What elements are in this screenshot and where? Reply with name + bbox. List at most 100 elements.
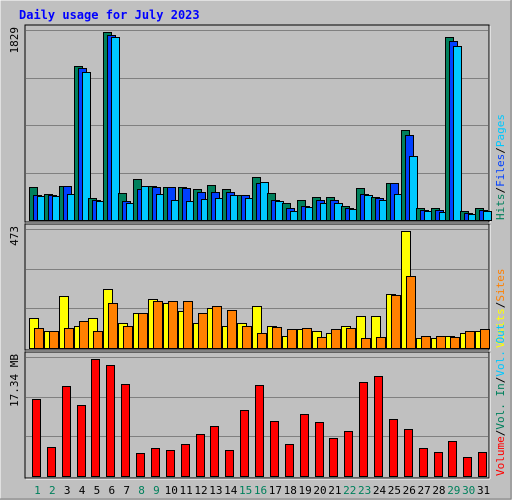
bar-pages-day-29 (453, 46, 462, 221)
bar-volume-day-14 (225, 450, 234, 477)
bar-volume-day-18 (285, 444, 294, 477)
bar-volume-day-13 (210, 426, 219, 477)
bar-sites-day-11 (183, 301, 193, 349)
bar-volume-day-26 (404, 429, 413, 477)
legend-item: Hits (494, 194, 507, 221)
bar-volume-day-4 (77, 405, 86, 477)
x-tick-day-4: 4 (79, 484, 86, 497)
x-tick-day-15: 15 (239, 484, 252, 497)
bar-sites-day-26 (406, 276, 416, 349)
x-tick-day-22: 22 (343, 484, 356, 497)
legend-item: Volume (494, 436, 507, 476)
bar-sites-day-27 (421, 336, 431, 349)
bar-sites-day-1 (34, 328, 44, 349)
x-tick-day-10: 10 (165, 484, 178, 497)
bar-sites-day-18 (287, 329, 297, 349)
bar-volume-day-3 (62, 386, 71, 477)
x-tick-day-19: 19 (298, 484, 311, 497)
bar-pages-day-26 (409, 156, 418, 221)
x-tick-day-8: 8 (138, 484, 145, 497)
bar-volume-day-24 (374, 376, 383, 477)
bar-sites-day-31 (480, 329, 490, 349)
x-tick-day-5: 5 (94, 484, 101, 497)
bar-sites-day-12 (198, 313, 208, 349)
bar-volume-day-8 (136, 453, 145, 477)
legend-item: / (494, 187, 507, 194)
bar-volume-day-25 (389, 419, 398, 477)
bar-volume-day-15 (240, 410, 249, 477)
bar-sites-day-25 (391, 295, 401, 349)
bar-sites-day-4 (79, 321, 89, 349)
bar-sites-day-13 (212, 306, 222, 349)
legend-item: / (494, 147, 507, 154)
x-tick-day-11: 11 (180, 484, 193, 497)
day-labels: 1 2 3 4 5 6 7 8 9 10 11 12 13 14 15 16 17 18 19 20 21 22 23 24 2… (34, 484, 490, 497)
legend-middle: Visits/Sites (494, 269, 507, 349)
bar-sites-day-7 (123, 326, 133, 349)
x-tick-day-13: 13 (209, 484, 222, 497)
bar-volume-day-12 (196, 434, 205, 477)
panel-middle: 473 Visits/Sites (8, 223, 507, 352)
bar-volume-day-17 (270, 421, 279, 477)
bar-volume-day-30 (463, 457, 472, 477)
x-tick-day-2: 2 (49, 484, 56, 497)
x-tick-day-3: 3 (64, 484, 71, 497)
bar-sites-day-24 (376, 337, 386, 349)
bar-volume-day-23 (359, 382, 368, 477)
legend-item: Sites (494, 269, 507, 302)
x-tick-day-24: 24 (373, 484, 387, 497)
x-tick-day-29: 29 (447, 484, 460, 497)
bar-sites-day-15 (242, 326, 252, 349)
bar-volume-day-11 (181, 444, 190, 477)
bar-volume-day-22 (344, 431, 353, 477)
x-tick-day-21: 21 (328, 484, 341, 497)
x-tick-day-27: 27 (417, 484, 430, 497)
legend-bottom: Volume/Vol. In/Vol. Out (494, 324, 507, 476)
bar-sites-day-19 (302, 328, 312, 349)
bar-sites-day-3 (64, 328, 74, 349)
bar-volume-day-27 (419, 448, 428, 477)
bar-volume-day-16 (255, 385, 264, 477)
legend-item: / (494, 302, 507, 309)
bar-pages-day-4 (82, 72, 91, 221)
chart-panels: 1829Hits/Files/Pages473Visits/Sites17.34… (8, 24, 507, 480)
bar-sites-day-2 (49, 331, 59, 349)
panel-frame (24, 351, 490, 479)
bar-volume-day-31 (478, 452, 487, 477)
bar-pages-day-31 (483, 211, 492, 221)
x-tick-day-26: 26 (403, 484, 416, 497)
legend-item: Vol. Out (494, 324, 507, 377)
x-tick-day-12: 12 (194, 484, 207, 497)
legend-item: Files (494, 154, 507, 187)
bar-sites-day-16 (257, 333, 267, 349)
legend-item: / (494, 377, 507, 384)
bar-sites-day-28 (436, 336, 446, 349)
bar-volume-day-7 (121, 384, 130, 477)
y-max-label: 473 (8, 226, 21, 246)
bar-volume-day-20 (315, 422, 324, 477)
bar-sites-day-6 (108, 303, 118, 349)
bar-volume-day-5 (91, 359, 100, 477)
chart-title: Daily usage for July 2023 (19, 8, 200, 22)
x-tick-day-17: 17 (269, 484, 282, 497)
x-tick-day-28: 28 (432, 484, 445, 497)
bar-volume-day-19 (300, 414, 309, 477)
bar-pages-day-6 (111, 37, 120, 221)
x-tick-day-6: 6 (108, 484, 115, 497)
bar-sites-day-17 (272, 327, 282, 349)
x-tick-day-1: 1 (34, 484, 41, 497)
legend-item: / (494, 430, 507, 437)
legend-item: Pages (494, 114, 507, 147)
bar-sites-day-5 (93, 331, 103, 349)
bar-volume-day-29 (448, 441, 457, 477)
bar-sites-day-20 (317, 337, 327, 349)
bar-volume-day-28 (434, 452, 443, 477)
legend-top: Hits/Files/Pages (494, 114, 507, 220)
legend-item: Visits (494, 308, 507, 348)
x-tick-day-14: 14 (224, 484, 238, 497)
bar-sites-day-8 (138, 313, 148, 349)
bar-sites-day-9 (153, 301, 163, 349)
